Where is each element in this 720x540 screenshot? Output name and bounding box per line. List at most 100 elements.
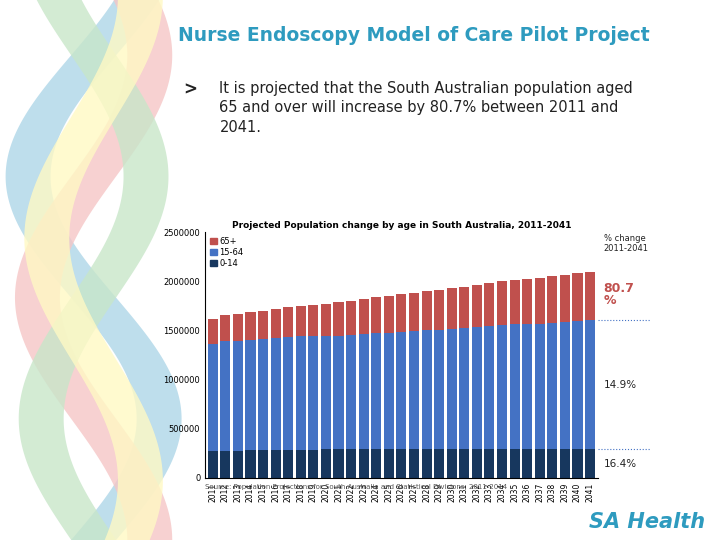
Legend: 65+, 15-64, 0-14: 65+, 15-64, 0-14 — [210, 237, 244, 268]
Bar — [321, 303, 331, 336]
Bar — [572, 449, 582, 478]
Bar — [547, 323, 557, 449]
Bar — [472, 449, 482, 478]
Bar — [446, 449, 456, 478]
Bar — [446, 329, 456, 449]
Text: It is projected that the South Australian population aged
65 and over will incre: It is projected that the South Australia… — [220, 80, 633, 135]
Bar — [246, 312, 256, 340]
Bar — [246, 340, 256, 450]
Bar — [207, 344, 217, 451]
Bar — [372, 449, 382, 478]
Text: 2011-2041: 2011-2041 — [603, 244, 649, 253]
Bar — [283, 307, 293, 337]
Text: 80.7: 80.7 — [603, 281, 634, 294]
Bar — [560, 275, 570, 322]
Text: 14.9%: 14.9% — [603, 380, 636, 390]
Text: Nurse Endoscopy Model of Care Pilot Project: Nurse Endoscopy Model of Care Pilot Proj… — [178, 25, 649, 45]
Bar — [346, 335, 356, 449]
Bar — [233, 314, 243, 341]
Bar — [409, 293, 419, 332]
Bar — [271, 309, 281, 338]
Text: 16.4%: 16.4% — [603, 458, 636, 469]
Text: % change: % change — [603, 234, 645, 243]
Bar — [510, 449, 520, 478]
Bar — [258, 339, 268, 450]
Bar — [271, 450, 281, 478]
Bar — [585, 320, 595, 449]
Bar — [359, 449, 369, 478]
Bar — [472, 327, 482, 449]
Bar — [308, 450, 318, 478]
Bar — [434, 330, 444, 449]
Bar — [535, 323, 545, 449]
Bar — [560, 322, 570, 449]
Text: %: % — [603, 294, 616, 307]
Bar — [321, 336, 331, 449]
Bar — [372, 333, 382, 449]
Bar — [485, 449, 495, 478]
Bar — [421, 291, 431, 330]
Bar — [522, 279, 532, 324]
Bar — [397, 332, 406, 449]
Bar — [397, 449, 406, 478]
Bar — [321, 449, 331, 478]
Bar — [497, 325, 507, 449]
Bar — [308, 336, 318, 450]
Bar — [497, 449, 507, 478]
Bar — [397, 294, 406, 332]
Bar — [384, 296, 394, 333]
Bar — [522, 324, 532, 449]
Bar — [346, 301, 356, 335]
Text: SA Health: SA Health — [590, 512, 706, 532]
Bar — [258, 311, 268, 339]
Bar — [296, 336, 306, 450]
Bar — [510, 280, 520, 325]
Bar — [510, 325, 520, 449]
Bar — [308, 305, 318, 336]
Bar — [560, 449, 570, 478]
Bar — [409, 332, 419, 449]
Text: >: > — [183, 80, 197, 99]
Bar — [572, 321, 582, 449]
Text: Source: Population Projections for South Australia and Statistical Divisions, 20: Source: Population Projections for South… — [205, 484, 508, 490]
Bar — [283, 337, 293, 450]
Bar — [434, 449, 444, 478]
Bar — [207, 319, 217, 344]
Bar — [384, 449, 394, 478]
Bar — [220, 451, 230, 478]
Bar — [522, 449, 532, 478]
Bar — [258, 450, 268, 478]
Bar — [283, 450, 293, 478]
Bar — [434, 290, 444, 330]
Bar — [409, 449, 419, 478]
Bar — [233, 341, 243, 450]
Bar — [421, 449, 431, 478]
Bar — [246, 450, 256, 478]
Bar — [296, 306, 306, 336]
Bar — [547, 276, 557, 323]
Bar — [459, 449, 469, 478]
Bar — [585, 449, 595, 478]
Bar — [547, 449, 557, 478]
Bar — [497, 281, 507, 325]
Bar — [233, 450, 243, 478]
Bar — [485, 326, 495, 449]
Title: Projected Population change by age in South Australia, 2011-2041: Projected Population change by age in So… — [232, 221, 571, 230]
Bar — [446, 288, 456, 329]
Bar — [346, 449, 356, 478]
Bar — [572, 273, 582, 321]
Bar — [333, 449, 343, 478]
Bar — [333, 335, 343, 449]
Bar — [333, 302, 343, 335]
Bar — [421, 330, 431, 449]
Bar — [459, 287, 469, 328]
Bar — [472, 285, 482, 327]
Bar — [296, 450, 306, 478]
Bar — [207, 451, 217, 478]
Bar — [535, 278, 545, 323]
Bar — [485, 283, 495, 326]
Bar — [384, 333, 394, 449]
Bar — [359, 334, 369, 449]
Bar — [535, 449, 545, 478]
Bar — [585, 272, 595, 320]
